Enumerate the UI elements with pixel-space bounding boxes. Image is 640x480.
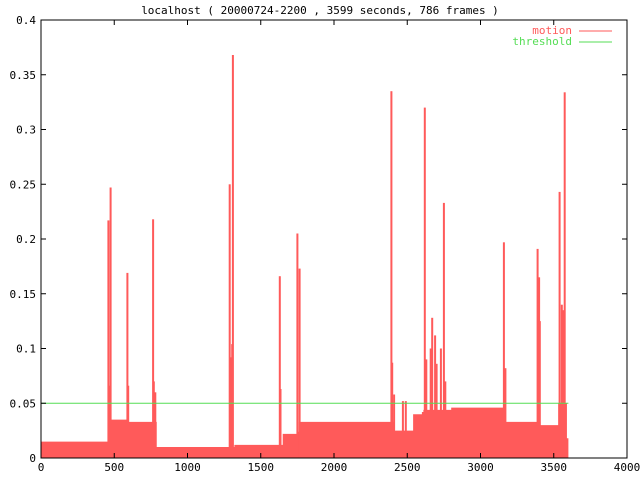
x-tick-label: 2000 — [321, 461, 348, 474]
motion-spike — [278, 276, 281, 458]
motion-spike — [536, 248, 539, 458]
y-tick-label: 0.15 — [10, 288, 37, 301]
x-tick-label: 2500 — [394, 461, 421, 474]
motion-spike — [502, 242, 505, 458]
motion-spike — [298, 268, 301, 458]
motion-spike — [444, 381, 447, 458]
motion-spike — [401, 401, 404, 458]
motion-spike — [562, 310, 565, 458]
motion-spike — [231, 55, 234, 458]
y-tick-label: 0.35 — [10, 69, 37, 82]
x-tick-label: 3000 — [467, 461, 494, 474]
motion-spike — [435, 363, 438, 458]
motion-spike — [560, 304, 563, 458]
motion-spike — [107, 220, 110, 458]
motion-fill-series — [41, 55, 569, 459]
motion-spike — [231, 344, 234, 458]
y-tick-label: 0.2 — [16, 233, 36, 246]
motion-spike — [404, 401, 407, 458]
motion-spike — [434, 335, 437, 458]
motion-spike — [279, 389, 282, 458]
y-tick-label: 0.25 — [10, 178, 37, 191]
y-tick-label: 0.4 — [16, 14, 36, 27]
motion-spike — [127, 385, 130, 458]
motion-spike — [538, 321, 541, 458]
motion-spike — [228, 184, 231, 459]
motion-spike — [152, 219, 155, 458]
x-tick-label: 1000 — [174, 461, 201, 474]
legend-label-motion: motion — [532, 24, 572, 37]
motion-spike — [393, 394, 396, 458]
motion-spike — [423, 107, 426, 458]
motion-baseline-area — [41, 403, 569, 458]
motion-spike — [442, 202, 445, 458]
x-tick-label: 3500 — [541, 461, 568, 474]
motion-spike — [229, 357, 232, 458]
motion-spike — [296, 233, 299, 458]
motion-spike — [563, 92, 566, 459]
legend-label-threshold: threshold — [512, 35, 572, 48]
x-tick-label: 4000 — [614, 461, 640, 474]
motion-spike — [126, 272, 129, 458]
x-tick-label: 0 — [38, 461, 45, 474]
motion-spike — [154, 392, 157, 458]
y-tick-label: 0 — [29, 452, 36, 465]
motion-spike — [109, 187, 112, 458]
y-tick-label: 0.05 — [10, 397, 37, 410]
motion-spike — [152, 381, 155, 458]
motion-spike — [504, 368, 507, 458]
motion-spike — [108, 385, 111, 458]
motion-spike — [391, 362, 394, 458]
y-tick-label: 0.1 — [16, 343, 36, 356]
x-tick-label: 1500 — [248, 461, 275, 474]
y-tick-label: 0.3 — [16, 124, 36, 137]
motion-spike — [431, 317, 434, 458]
y-axis: 0 0.05 0.1 0.15 0.2 0.25 0.3 0.35 0.4 — [10, 14, 627, 465]
chart-title: localhost ( 20000724-2200 , 3599 seconds… — [141, 4, 499, 17]
x-axis: 0 500 1000 1500 2000 2500 3000 3500 4000 — [38, 20, 640, 474]
motion-spike — [425, 359, 428, 458]
motion-spike — [390, 91, 393, 458]
motion-spike — [558, 191, 561, 458]
x-tick-label: 500 — [104, 461, 124, 474]
